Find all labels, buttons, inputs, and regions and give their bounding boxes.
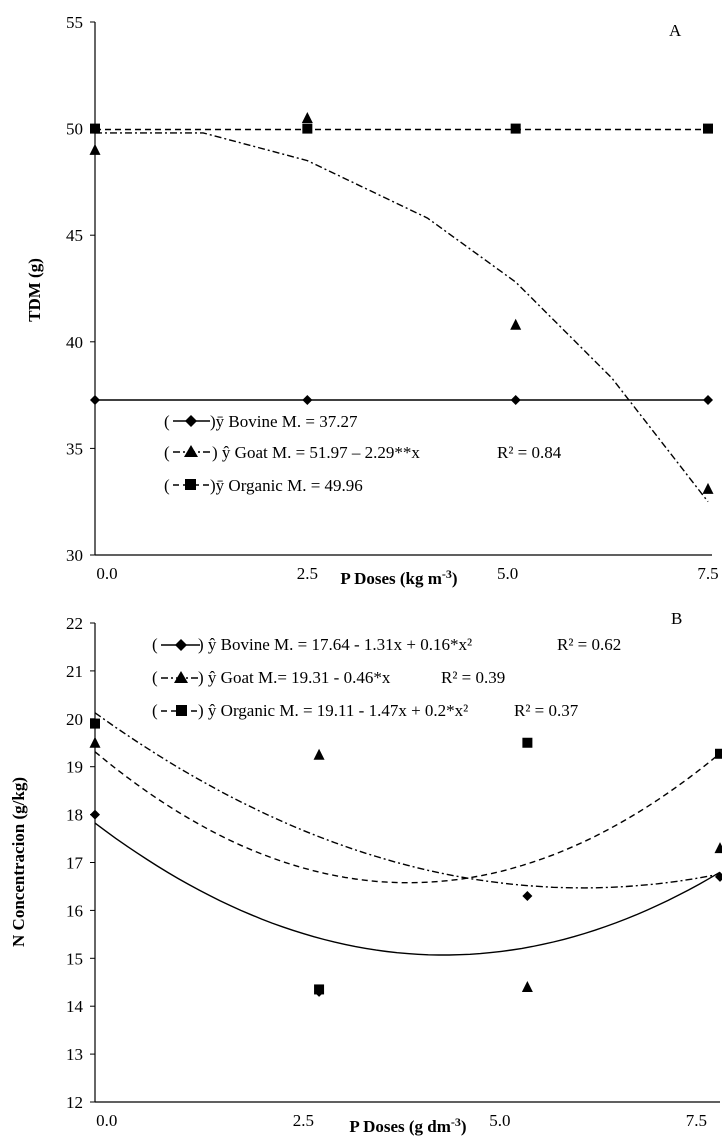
svg-text:R² = 0.84: R² = 0.84 [497, 443, 562, 462]
panel-b-x-ticks: 0.0 2.5 5.0 7.5 [96, 1111, 707, 1130]
panel-a-y-tick-label: 35 [66, 439, 83, 458]
panel-b-legend: ( ) ŷ Bovine M. = 17.64 - 1.31x + 0.16*x… [152, 635, 621, 720]
panel-b-legend-bovine: ( ) ŷ Bovine M. = 17.64 - 1.31x + 0.16*x… [152, 635, 621, 654]
svg-text:(: ( [152, 635, 158, 654]
svg-text:) ŷ Bovine M. = 17.64 - 1.31x: ) ŷ Bovine M. = 17.64 - 1.31x + 0.16*x² [198, 635, 472, 654]
panel-a-goat-fit-line [95, 132, 709, 503]
svg-text:(: ( [164, 412, 170, 431]
panel-b-goat-point [714, 842, 722, 854]
panel-b: 12 13 14 15 16 17 18 19 20 21 22 0.0 2.5 5.0 7.5 B P … [9, 609, 722, 1136]
panel-b-x-tick-label: 7.5 [686, 1111, 707, 1130]
svg-text:)ȳ Bovine M. = 37.27: )ȳ Bovine M. = 37.27 [210, 412, 358, 431]
svg-text:)ȳ Organic M. = 49.96: )ȳ Organic M. = 49.96 [210, 476, 363, 495]
panel-a-x-tick-label: 2.5 [297, 564, 318, 583]
panel-a-goat-point [301, 111, 313, 123]
svg-text:(: ( [152, 668, 158, 687]
panel-a-x-tick-label: 5.0 [497, 564, 518, 583]
panel-a-y-tick-label: 50 [66, 120, 83, 139]
panel-a-y-ticks: 30 35 40 45 50 55 [66, 13, 95, 565]
svg-text:(: ( [164, 443, 170, 462]
panel-b-bovine-point [90, 809, 100, 820]
panel-b-legend-organic: ( ) ŷ Organic M. = 19.11 - 1.47x + 0.2*x… [152, 701, 579, 720]
panel-a-y-tick-label: 30 [66, 546, 83, 565]
panel-b-bovine-fit-line [94, 822, 721, 956]
svg-text:R² = 0.39: R² = 0.39 [441, 668, 505, 687]
panel-b-goat-point [521, 981, 533, 993]
panel-b-organic-fit-line [94, 751, 721, 884]
panel-b-goat-point [313, 748, 325, 760]
panel-a-data-points [89, 111, 714, 494]
panel-b-x-tick-label: 5.0 [489, 1111, 510, 1130]
panel-a-x-tick-label: 0.0 [96, 564, 117, 583]
panel-b-y-ticks: 12 13 14 15 16 17 18 19 20 21 22 [66, 614, 95, 1112]
triangle-marker-icon [174, 671, 188, 683]
panel-a-legend-bovine: ( )ȳ Bovine M. = 37.27 [164, 412, 358, 431]
svg-text:R² = 0.37: R² = 0.37 [514, 701, 579, 720]
panel-b-y-tick-label: 18 [66, 806, 83, 825]
panel-b-organic-point [90, 718, 100, 729]
panel-b-legend-goat: ( ) ŷ Goat M.= 19.31 - 0.46*x R² = 0.39 [152, 668, 505, 687]
panel-a-letter: A [669, 21, 682, 40]
panel-a-y-axis-label: TDM (g) [25, 258, 44, 322]
panel-b-y-tick-label: 13 [66, 1045, 83, 1064]
panel-b-y-tick-label: 21 [66, 662, 83, 681]
svg-text:R² = 0.62: R² = 0.62 [557, 635, 621, 654]
panel-a-x-axis-label: P Doses (kg m-3) [340, 567, 457, 588]
svg-text:) ŷ Goat M.= 19.31 - 0.46*x: ) ŷ Goat M.= 19.31 - 0.46*x [198, 668, 391, 687]
panel-b-y-tick-label: 14 [66, 997, 84, 1016]
diamond-marker-icon [185, 415, 197, 427]
panel-a-bovine-point [702, 395, 713, 406]
panel-b-y-tick-label: 12 [66, 1093, 83, 1112]
panel-a-y-tick-label: 45 [66, 226, 83, 245]
panel-a-organic-point [510, 123, 521, 134]
panel-b-bovine-point [522, 891, 533, 902]
panel-b-organic-point [522, 737, 533, 748]
panel-b-x-tick-label: 2.5 [293, 1111, 314, 1130]
panel-b-y-axis-label: N Concentracion (g/kg) [9, 777, 28, 947]
panel-a-bovine-point [302, 395, 313, 406]
panel-b-organic-point [314, 984, 325, 995]
panel-a-x-ticks: 0.0 2.5 5.0 7.5 [96, 564, 718, 583]
panel-b-goat-point [89, 736, 101, 748]
svg-text:) ŷ Goat M. = 51.97 – 2.29**x: ) ŷ Goat M. = 51.97 – 2.29**x [212, 443, 420, 462]
triangle-marker-icon [184, 445, 198, 457]
panel-a-bovine-point [90, 395, 100, 406]
panel-a-legend: ( )ȳ Bovine M. = 37.27 ( ) ŷ Goat M. = 5… [164, 412, 562, 495]
panel-a-goat-point [510, 318, 522, 330]
panel-a-y-tick-label: 40 [66, 333, 83, 352]
panel-b-letter: B [671, 609, 682, 628]
panel-b-fit-lines [94, 712, 721, 956]
panel-a-x-tick-label: 7.5 [697, 564, 718, 583]
panel-a-goat-point [702, 482, 714, 494]
panel-b-y-tick-label: 15 [66, 949, 83, 968]
square-marker-icon [176, 705, 187, 716]
panel-b-y-tick-label: 19 [66, 758, 83, 777]
panel-a-organic-point [90, 123, 100, 134]
panel-b-y-tick-label: 17 [66, 854, 84, 873]
panel-b-organic-point [715, 748, 722, 759]
panel-a-goat-point [89, 143, 101, 155]
panel-b-y-tick-label: 16 [66, 901, 83, 920]
panel-b-y-tick-label: 22 [66, 614, 83, 633]
svg-text:) ŷ Organic M. = 19.11 - 1.47x: ) ŷ Organic M. = 19.11 - 1.47x + 0.2*x² [198, 701, 468, 720]
panel-a-organic-point [702, 123, 713, 134]
square-marker-icon [185, 479, 196, 490]
svg-text:(: ( [152, 701, 158, 720]
svg-text:(: ( [164, 476, 170, 495]
panel-a-legend-organic: ( )ȳ Organic M. = 49.96 [164, 476, 363, 495]
panel-a-bovine-point [510, 395, 521, 406]
panel-b-data-points [89, 718, 722, 997]
panel-b-bovine-point [715, 871, 722, 882]
panel-b-x-axis-label: P Doses (g dm-3) [349, 1115, 466, 1136]
panel-a-y-tick-label: 55 [66, 13, 83, 32]
panel-a-organic-point [302, 123, 313, 134]
panel-b-goat-fit-line [94, 712, 721, 889]
panel-b-y-tick-label: 20 [66, 710, 83, 729]
panel-b-x-tick-label: 0.0 [96, 1111, 117, 1130]
panel-a-legend-goat: ( ) ŷ Goat M. = 51.97 – 2.29**x R² = 0.8… [164, 443, 562, 462]
panel-a: 30 35 40 45 50 55 0.0 2.5 5.0 7.5 A P Doses (kg … [25, 13, 719, 588]
panel-a-fit-lines [95, 128, 712, 503]
diamond-marker-icon [175, 639, 187, 651]
